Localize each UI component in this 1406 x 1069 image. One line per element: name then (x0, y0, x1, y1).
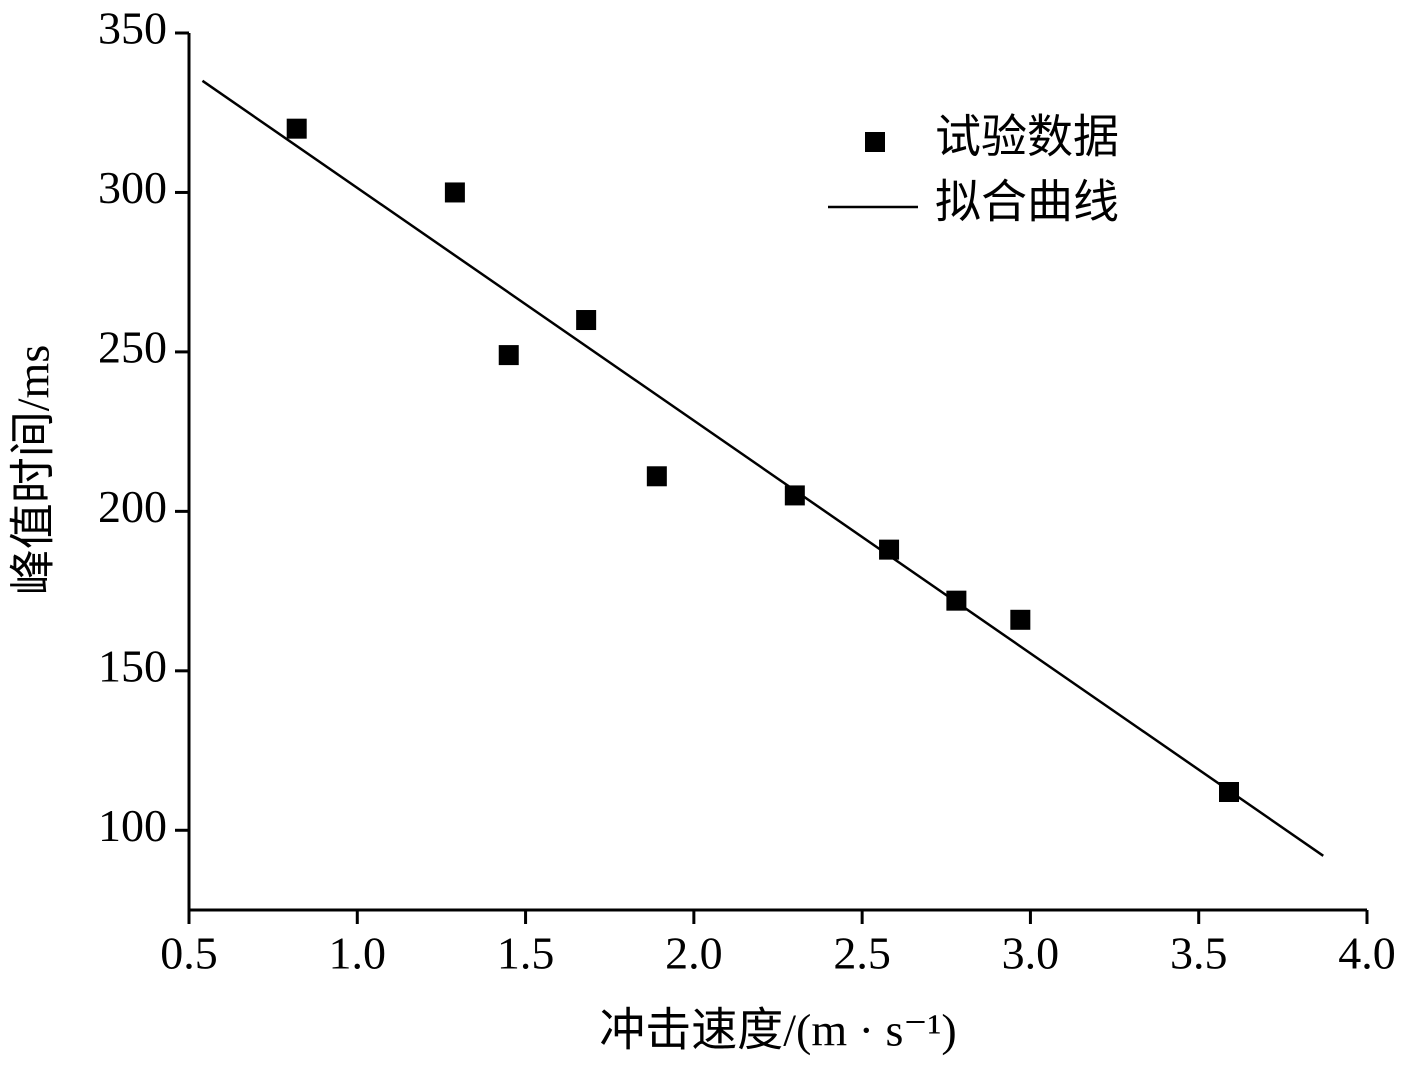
data-point (286, 118, 307, 139)
y-tick-label: 100 (98, 800, 167, 851)
x-tick-label: 2.0 (665, 928, 723, 979)
fit-line (201, 79, 1324, 857)
y-axis-label: 峰值时间/ms (8, 345, 59, 595)
x-axis-label: 冲击速度/(m · s⁻¹) (599, 1005, 957, 1056)
data-point (444, 182, 465, 203)
data-point (784, 485, 805, 506)
legend-label: 试验数据 (935, 112, 1119, 163)
data-point (1010, 609, 1031, 630)
y-tick-label: 250 (98, 321, 167, 372)
legend-marker (865, 132, 885, 152)
y-tick-label: 150 (98, 640, 167, 691)
legend-label: 拟合曲线 (935, 177, 1119, 228)
data-point (879, 539, 900, 560)
x-tick-label: 3.5 (1170, 928, 1228, 979)
x-tick-label: 3.0 (1002, 928, 1060, 979)
data-point (576, 310, 597, 331)
x-tick-label: 1.5 (497, 928, 555, 979)
x-tick-label: 2.5 (833, 928, 891, 979)
data-point (498, 345, 519, 366)
y-tick-label: 300 (98, 162, 167, 213)
y-tick-label: 200 (98, 481, 167, 532)
data-point (646, 466, 667, 487)
x-tick-label: 0.5 (160, 928, 218, 979)
x-tick-label: 4.0 (1338, 928, 1396, 979)
x-tick-label: 1.0 (329, 928, 387, 979)
y-tick-label: 350 (98, 3, 167, 54)
